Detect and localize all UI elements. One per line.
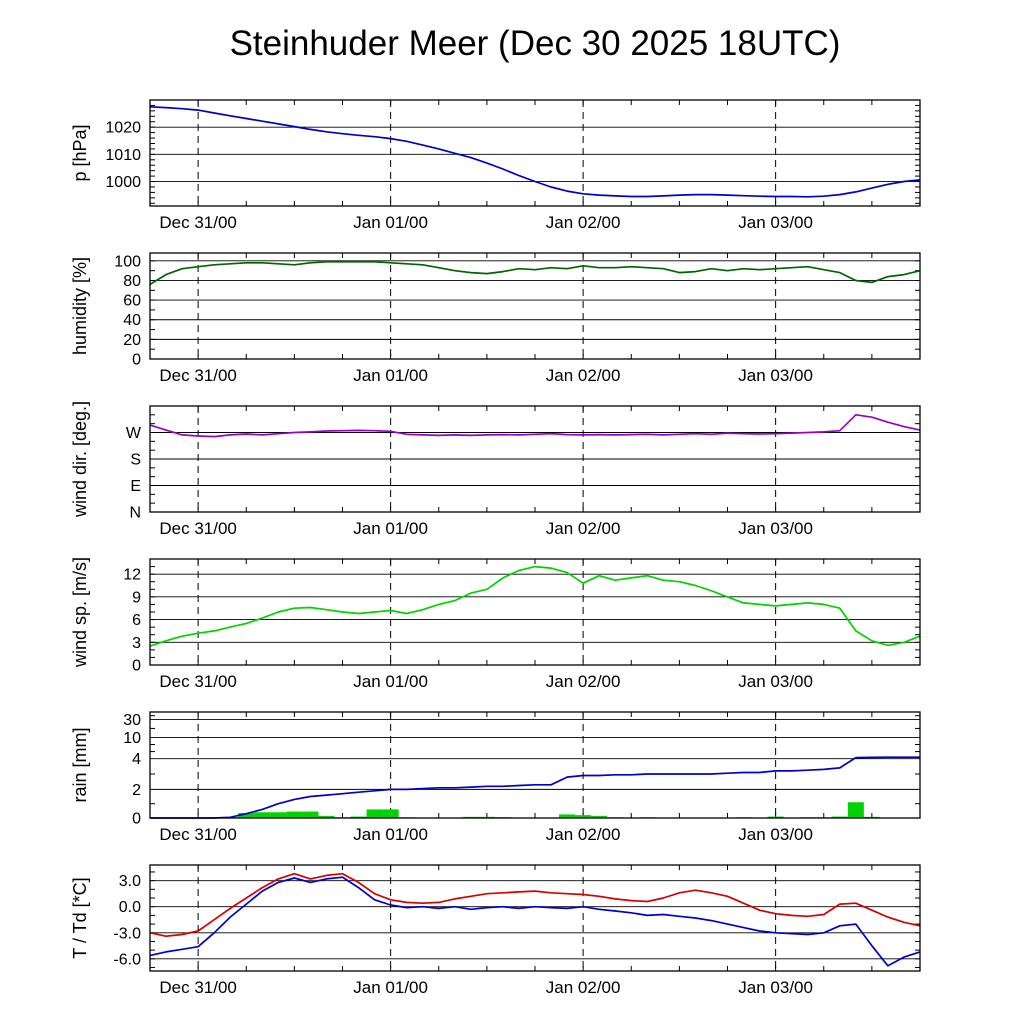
panel-border (149, 558, 921, 666)
x-tick-label: Dec 31/00 (159, 366, 237, 385)
y-tick-label: 2 (132, 782, 141, 799)
x-tick-label: Dec 31/00 (159, 519, 237, 538)
panel-border (149, 711, 921, 819)
x-tick-label: Dec 31/00 (159, 672, 237, 691)
pressure-line (149, 105, 921, 198)
y-axis-title: rain [mm] (70, 727, 90, 802)
y-tick-label: 60 (123, 293, 141, 310)
y-tick-label: 1020 (105, 120, 141, 137)
panel-temperature-dewpoint: Dec 31/00 Jan 01/00 Jan 02/00 Jan 03/00 -6.0… (70, 864, 921, 997)
y-tick-label: E (130, 478, 141, 495)
chart-title: Steinhuder Meer (Dec 30 2025 18UTC) (229, 24, 841, 63)
y-tick-label: 3.0 (119, 873, 141, 890)
rain-bars (286, 811, 303, 818)
x-tick-label: Jan 03/00 (738, 978, 813, 997)
y-tick-label: 1000 (105, 174, 141, 191)
x-tick-label: Jan 01/00 (353, 672, 428, 691)
y-tick-label: 10 (123, 730, 141, 747)
x-tick-label: Jan 01/00 (353, 978, 428, 997)
rain-bars (847, 802, 864, 818)
y-tick-label: 0 (132, 352, 141, 369)
x-tick-label: Jan 02/00 (546, 213, 621, 232)
x-tick-label: Dec 31/00 (159, 978, 237, 997)
y-tick-label: 30 (123, 712, 141, 729)
x-tick-label: Dec 31/00 (159, 213, 237, 232)
y-tick-label: 4 (132, 751, 141, 768)
y-tick-label: 0 (132, 811, 141, 828)
x-tick-label: Jan 02/00 (546, 672, 621, 691)
x-tick-label: Jan 02/00 (546, 825, 621, 844)
panel-border (149, 405, 921, 513)
y-tick-label: 0.0 (119, 899, 141, 916)
rain-bars (559, 814, 576, 818)
panel-wind-speed: Dec 31/00 Jan 01/00 Jan 02/00 Jan 03/00 0 3 6 9… (70, 557, 921, 691)
rain-bars (366, 809, 383, 818)
rain-bars (254, 812, 271, 818)
x-tick-label: Jan 03/00 (738, 519, 813, 538)
y-tick-label: 3 (132, 635, 141, 652)
x-tick-label: Jan 02/00 (546, 366, 621, 385)
x-tick-label: Jan 02/00 (546, 519, 621, 538)
rain-bars (575, 815, 592, 818)
x-tick-label: Jan 03/00 (738, 825, 813, 844)
y-axis-title: T / Td [*C] (70, 877, 90, 958)
rain-bars (350, 816, 367, 818)
dewpoint-line (149, 876, 921, 967)
y-tick-label: 100 (114, 253, 141, 270)
y-tick-label: 12 (123, 567, 141, 584)
wind-speed-line (149, 565, 921, 647)
panel-border (149, 252, 921, 360)
y-tick-label: 80 (123, 273, 141, 290)
rain-bars (831, 816, 848, 818)
y-tick-label: 1010 (105, 147, 141, 164)
rain-bars (382, 809, 399, 818)
y-axis-title: wind dir. [deg.] (70, 401, 90, 518)
x-tick-label: Jan 03/00 (738, 366, 813, 385)
rain-bars (270, 812, 287, 818)
x-tick-label: Jan 01/00 (353, 366, 428, 385)
rain-bars (238, 812, 255, 818)
panel-border (149, 864, 921, 972)
panel-border (149, 99, 921, 207)
wind-direction-line (149, 413, 921, 438)
y-tick-label: N (129, 505, 141, 522)
rain-bars (767, 816, 784, 818)
rain-bars (318, 815, 335, 818)
y-tick-label: 9 (132, 589, 141, 606)
rain-bars (302, 811, 319, 818)
rain-accumulated-line (150, 756, 920, 819)
x-tick-label: Jan 01/00 (353, 825, 428, 844)
x-tick-label: Jan 02/00 (546, 978, 621, 997)
temperature-line (149, 872, 921, 938)
panel-rain: Dec 31/00 Jan 01/00 Jan 02/00 Jan 03/00 0 2 4 1… (70, 711, 921, 844)
x-tick-label: Jan 01/00 (353, 213, 428, 232)
panel-wind-direction: Dec 31/00 Jan 01/00 Jan 02/00 Jan 03/00 NESW… (70, 401, 921, 538)
humidity-line (149, 260, 921, 286)
y-tick-label: 40 (123, 312, 141, 329)
x-tick-label: Jan 03/00 (738, 213, 813, 232)
x-tick-label: Dec 31/00 (159, 825, 237, 844)
y-axis-title: p [hPa] (70, 124, 90, 181)
y-tick-label: 20 (123, 332, 141, 349)
x-tick-label: Jan 03/00 (738, 672, 813, 691)
y-tick-label: S (130, 452, 141, 469)
y-tick-label: 0 (132, 658, 141, 675)
y-axis-title: wind sp. [m/s] (70, 557, 90, 668)
y-axis-title: humidity [%] (70, 257, 90, 355)
y-tick-label: W (126, 425, 142, 442)
y-tick-label: -6.0 (113, 951, 141, 968)
x-tick-label: Jan 01/00 (353, 519, 428, 538)
y-tick-label: -3.0 (113, 925, 141, 942)
rain-bars (591, 815, 608, 818)
panel-pressure: Dec 31/00 Jan 01/00 Jan 02/00 Jan 03/00 1000… (70, 99, 921, 232)
y-tick-label: 6 (132, 612, 141, 629)
panel-humidity: Dec 31/00 Jan 01/00 Jan 02/00 Jan 03/00 0 20 4… (70, 252, 921, 385)
